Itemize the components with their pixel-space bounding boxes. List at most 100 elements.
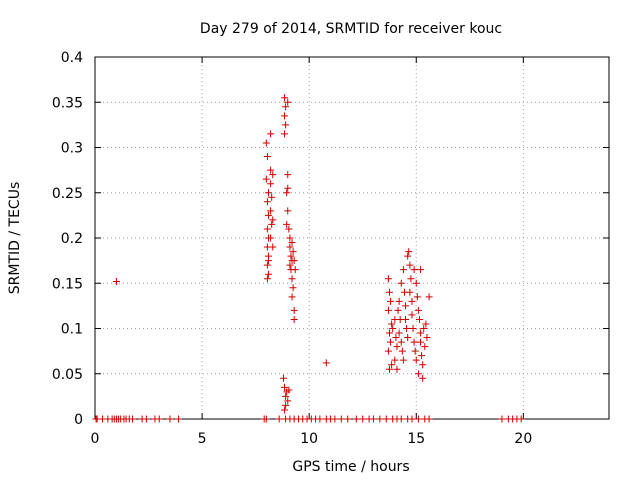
data-point [175, 415, 183, 423]
data-point [267, 234, 275, 242]
data-point [284, 397, 292, 405]
data-point [423, 334, 431, 342]
chart-title: Day 279 of 2014, SRMTID for receiver kou… [200, 21, 502, 37]
x-axis-label: GPS time / hours [292, 459, 409, 475]
data-point [415, 315, 423, 323]
data-point [281, 94, 289, 102]
data-point [281, 406, 289, 414]
y-axis-label: SRMTID / TECUs [7, 182, 23, 295]
data-point [388, 361, 396, 369]
y-tick-label: 0.2 [61, 231, 83, 247]
data-point [393, 365, 401, 373]
data-point [389, 325, 397, 332]
data-point [420, 325, 428, 332]
data-point [281, 383, 289, 391]
data-point [337, 415, 345, 423]
data-point [359, 415, 367, 423]
data-point [406, 261, 414, 269]
data-point [498, 415, 506, 423]
data-point [391, 356, 399, 364]
data-point [267, 180, 275, 188]
data-point [517, 415, 525, 423]
y-tick-label: 0.1 [61, 322, 83, 338]
data-point [283, 220, 291, 228]
data-point [402, 302, 410, 310]
data-point [402, 315, 410, 323]
data-point [316, 415, 324, 423]
data-point [286, 243, 294, 251]
data-point [344, 415, 352, 423]
data-point [384, 347, 392, 355]
data-point [413, 293, 421, 301]
data-point [263, 225, 271, 233]
data-point [322, 359, 330, 367]
data-point [405, 248, 413, 256]
data-point [282, 392, 290, 400]
data-point [282, 121, 290, 129]
grid-layer [95, 57, 609, 419]
data-point [142, 415, 150, 423]
data-point [112, 277, 120, 285]
data-point [267, 130, 275, 138]
data-point [408, 415, 416, 423]
data-point [282, 401, 290, 409]
data-point [290, 315, 298, 323]
data-point [417, 329, 425, 337]
data-point [418, 352, 426, 360]
data-point [166, 415, 174, 423]
data-point [410, 338, 418, 346]
data-point [397, 338, 405, 346]
data-point [384, 306, 392, 314]
data-point [284, 98, 292, 106]
data-point [425, 293, 433, 301]
data-point [155, 415, 163, 423]
data-point [263, 261, 271, 269]
data-point [128, 415, 136, 423]
data-point [268, 193, 276, 201]
data-point [269, 243, 277, 251]
data-point [275, 415, 283, 423]
data-point [264, 189, 272, 197]
y-tick-label: 0.35 [52, 95, 83, 111]
data-point [419, 374, 427, 382]
data-point [393, 343, 401, 351]
data-point [263, 153, 271, 161]
data-points [92, 94, 525, 423]
data-point [264, 270, 272, 278]
data-point [264, 211, 272, 219]
data-point [388, 320, 396, 328]
data-point [399, 356, 407, 364]
data-point [331, 415, 339, 423]
data-point [291, 266, 299, 274]
data-point [421, 343, 429, 351]
data-point [288, 275, 296, 283]
data-point [284, 207, 292, 215]
data-point [398, 347, 406, 355]
data-point [384, 275, 392, 283]
data-point [407, 275, 415, 283]
data-point [267, 207, 275, 215]
data-point [397, 415, 405, 423]
data-point [264, 257, 272, 265]
data-point [262, 175, 270, 183]
y-tick-label: 0.4 [61, 50, 83, 66]
data-point [288, 239, 296, 247]
data-point [262, 139, 270, 147]
data-point [395, 297, 403, 305]
data-point [397, 279, 405, 287]
data-point [414, 415, 422, 423]
data-point [422, 320, 430, 328]
data-point [406, 288, 414, 296]
data-point [281, 112, 289, 120]
data-point [279, 374, 287, 382]
x-tick-label: 15 [407, 431, 425, 447]
y-tick-label: 0.3 [61, 141, 83, 157]
data-point [376, 415, 384, 423]
data-point [403, 325, 411, 332]
data-point [288, 293, 296, 301]
data-point [282, 103, 290, 111]
data-point [285, 225, 293, 233]
y-tick-label: 0.25 [52, 186, 83, 202]
data-point [404, 334, 412, 342]
